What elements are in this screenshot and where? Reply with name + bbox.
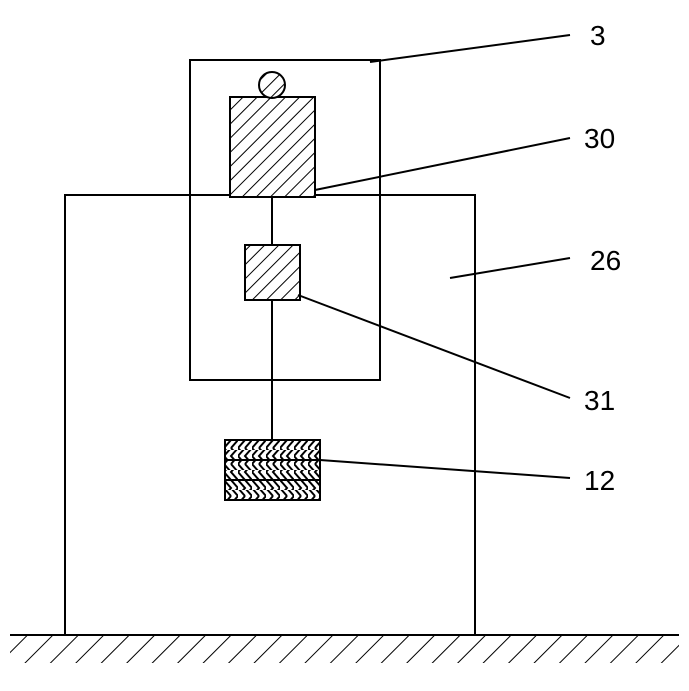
block30-label: 30 — [584, 123, 615, 154]
inner_box-leader — [370, 35, 570, 62]
ground-hatch — [10, 635, 679, 663]
block-12-row-0-bot — [225, 450, 320, 460]
block-12-row-2-bot — [225, 490, 320, 500]
block-12-row-1-bot — [225, 470, 320, 480]
block-12-row-2-top — [225, 480, 320, 490]
block-31 — [245, 245, 300, 300]
top-circle — [259, 72, 285, 98]
block-30 — [230, 97, 315, 197]
block-12-row-0-top — [225, 440, 320, 450]
block12-label: 12 — [584, 465, 615, 496]
outer_box-label: 26 — [590, 245, 621, 276]
inner_box-label: 3 — [590, 20, 606, 51]
block31-label: 31 — [584, 385, 615, 416]
block-12-row-1-top — [225, 460, 320, 470]
